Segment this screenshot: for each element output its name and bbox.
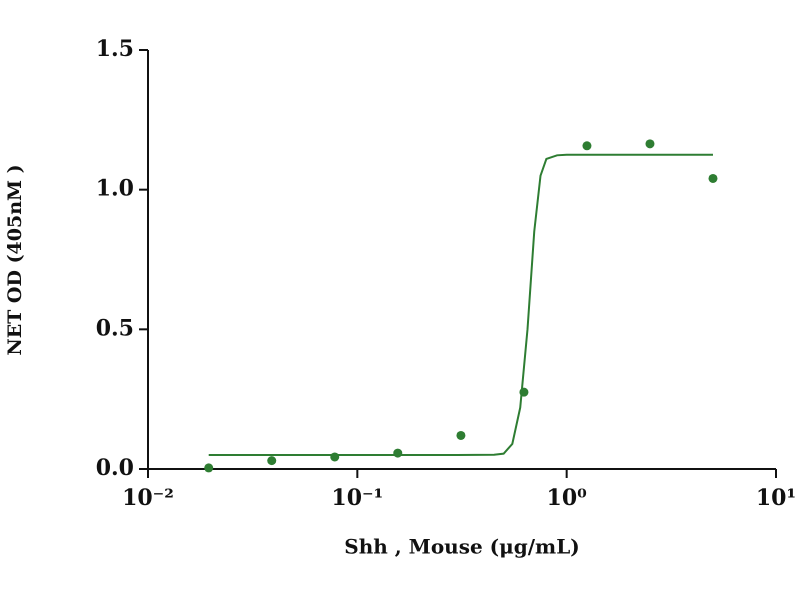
data-point (582, 141, 592, 151)
fit-curve (208, 153, 713, 457)
data-point (330, 452, 340, 462)
data-point (267, 456, 277, 466)
x-axis-label: Shh , Mouse (μg/mL) (344, 535, 579, 559)
x-tick-label: 10⁻¹ (331, 485, 383, 511)
data-point (645, 139, 655, 149)
x-tick-label: 10⁰ (547, 485, 588, 511)
data-point (456, 430, 466, 440)
y-tick-label: 0.0 (96, 455, 134, 481)
data-point (204, 463, 214, 473)
y-tick-label: 0.5 (96, 315, 134, 341)
x-tick-label: 10⁻² (122, 485, 174, 511)
y-tick-label: 1.0 (96, 176, 134, 202)
y-tick-label: 1.5 (96, 36, 134, 62)
data-point (393, 448, 403, 458)
x-tick-label: 10¹ (756, 485, 796, 511)
y-axis-label: NET OD (405nM ) (4, 164, 26, 355)
data-point (708, 173, 718, 183)
